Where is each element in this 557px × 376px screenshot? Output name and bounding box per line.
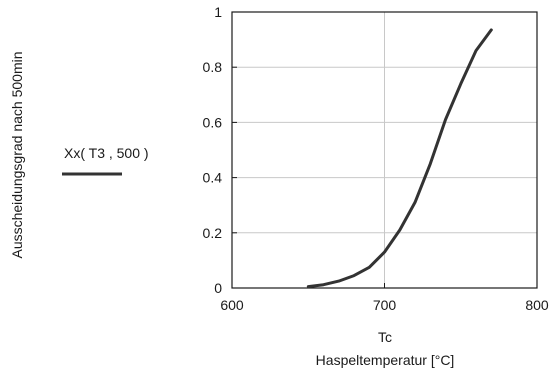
x-tick-label: 600 <box>220 297 244 313</box>
y-tick-label: 0.8 <box>203 59 223 75</box>
y-axis-label: Ausscheidungsgrad nach 500min <box>9 51 25 258</box>
y-tick-label: 0.6 <box>203 114 223 130</box>
x-axis-label: Tc <box>378 329 392 345</box>
grid <box>232 12 537 288</box>
tick-labels: 0 0.2 0.4 0.6 0.8 1 600 700 800 <box>203 4 549 313</box>
x-tick-label: 800 <box>525 297 549 313</box>
axis-ticks <box>231 11 538 289</box>
x-axis-label-secondary: Haspeltemperatur [°C] <box>316 352 455 368</box>
legend-label: Xx( T3 , 500 ) <box>64 145 149 161</box>
y-tick-label: 0.4 <box>203 170 223 186</box>
y-tick-label: 0 <box>214 280 222 296</box>
y-tick-label: 1 <box>214 4 222 20</box>
x-tick-label: 700 <box>373 297 397 313</box>
y-tick-label: 0.2 <box>203 225 223 241</box>
legend: Xx( T3 , 500 ) <box>62 145 149 176</box>
series-line-xx-t3-500 <box>306 28 493 289</box>
